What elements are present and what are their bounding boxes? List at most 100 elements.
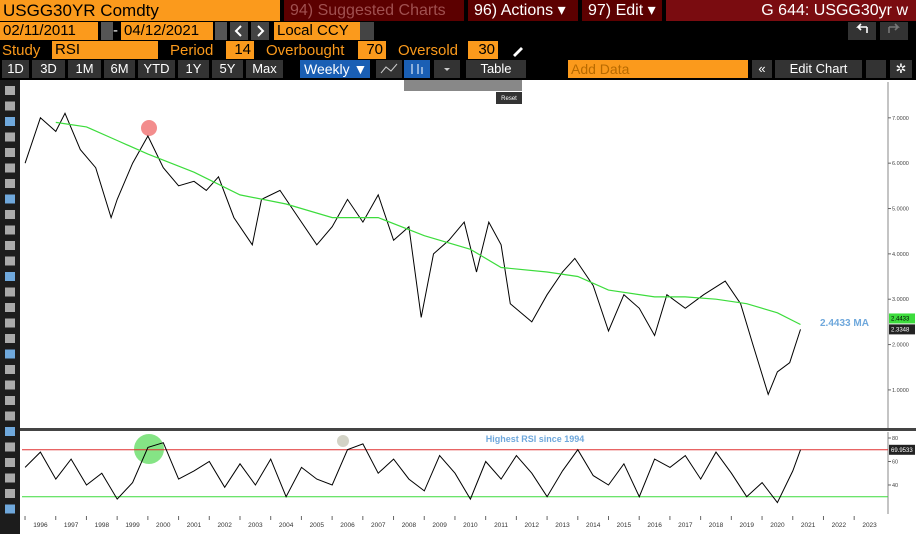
period-value[interactable]: 14 [226, 41, 254, 59]
tool-icon[interactable] [5, 489, 15, 498]
calendar-icon[interactable] [215, 22, 227, 40]
tool-icon[interactable] [5, 117, 15, 126]
edit-menu[interactable]: 97) Edit ▾ [582, 0, 662, 21]
tool-icon[interactable] [5, 365, 15, 374]
period-button[interactable]: 1D [2, 60, 29, 78]
tool-icon[interactable] [5, 101, 15, 111]
x-tick-label: 2021 [801, 522, 816, 529]
tool-icon[interactable] [5, 256, 15, 266]
tool-icon[interactable] [5, 334, 15, 343]
period-button[interactable]: 1M [68, 60, 101, 78]
oversold-value[interactable]: 30 [468, 41, 498, 59]
period-button[interactable]: 5Y [212, 60, 243, 78]
period-button[interactable]: 3D [32, 60, 65, 78]
rsi-annotation: Highest RSI since 1994 [486, 434, 585, 444]
add-data[interactable]: Add Data [568, 60, 748, 78]
x-tick-label: 2023 [862, 522, 877, 529]
ma-annotation: 2.4433 MA [820, 318, 869, 329]
last-value-label: 69.9533 [891, 448, 913, 454]
x-tick-label: 1996 [33, 522, 48, 529]
x-tick-label: 2005 [310, 522, 325, 529]
overbought-value[interactable]: 70 [358, 41, 386, 59]
tool-icon[interactable] [5, 132, 15, 142]
tool-icon[interactable] [5, 210, 15, 219]
collapse-button[interactable]: « [752, 60, 772, 78]
tool-icon[interactable] [5, 442, 15, 452]
panel-separator [20, 428, 916, 431]
tool-icon[interactable] [5, 241, 15, 250]
pencil-icon[interactable] [510, 42, 526, 58]
suggested-charts[interactable]: 94) Suggested Charts [284, 0, 464, 21]
x-tick-label: 2011 [494, 522, 508, 529]
ticker[interactable]: USGG30YR Comdty [0, 0, 280, 21]
y-tick-label: 5.0000 [892, 207, 909, 213]
edit-chart[interactable]: Edit Chart [775, 60, 862, 78]
highlight-circle [337, 435, 349, 447]
x-tick-label: 2006 [340, 522, 355, 529]
x-tick-label: 2004 [279, 522, 294, 529]
frequency[interactable]: Weekly ▼ [300, 60, 370, 78]
table-button[interactable]: Table [466, 60, 526, 78]
study-label: Study [2, 42, 41, 59]
y-tick-label: 2.0000 [892, 343, 909, 349]
tool-icon[interactable] [5, 504, 15, 514]
period-button[interactable]: Max [246, 60, 283, 78]
settings-icon[interactable]: ✲ [890, 60, 912, 78]
end-date[interactable]: 04/12/2021 [121, 22, 213, 40]
reset-button[interactable] [496, 92, 522, 104]
x-tick-label: 2007 [371, 522, 386, 529]
side-icons [5, 86, 15, 514]
y-tick-label: 6.0000 [892, 161, 909, 167]
tool-icon[interactable] [5, 396, 15, 405]
currency[interactable]: Local CCY [274, 22, 374, 40]
x-tick-label: 2019 [740, 522, 755, 529]
y-tick-label: 7.0000 [892, 116, 909, 122]
calendar-icon[interactable] [101, 22, 113, 40]
period-button[interactable]: YTD [138, 60, 175, 78]
y-tick-label: 3.0000 [892, 297, 909, 303]
last-value-tag [889, 444, 915, 455]
edit-icon[interactable] [866, 60, 886, 78]
period-button[interactable]: 6M [104, 60, 135, 78]
series-line [55, 121, 801, 326]
x-tick-label: 2010 [463, 522, 478, 529]
nav-arrows[interactable] [230, 22, 270, 40]
reset-label[interactable]: Reset [501, 96, 517, 102]
highlight-circle [141, 120, 157, 136]
actions-menu[interactable]: 96) Actions ▾ [468, 0, 578, 21]
x-tick-label: 2022 [832, 522, 847, 529]
tool-icon[interactable] [5, 148, 15, 157]
y-tick-label: 4.0000 [892, 252, 909, 258]
tool-icon[interactable] [5, 86, 15, 95]
chart-type-icons[interactable] [376, 60, 462, 78]
tool-icon[interactable] [5, 318, 15, 328]
period-button[interactable]: 1Y [178, 60, 209, 78]
tool-icon[interactable] [5, 349, 15, 359]
tool-icon[interactable] [5, 179, 15, 188]
highlight-circle [134, 434, 164, 464]
tool-icon[interactable] [5, 411, 15, 421]
x-tick-label: 2020 [770, 522, 785, 529]
last-value-tag [889, 313, 915, 324]
plot-background [20, 80, 916, 534]
last-value-label: 2.3348 [891, 327, 910, 333]
tool-icon[interactable] [5, 303, 15, 312]
tool-icon[interactable] [5, 380, 15, 390]
tool-icon[interactable] [5, 287, 15, 297]
x-tick-label: 2008 [402, 522, 417, 529]
series-line [24, 442, 801, 504]
study-name[interactable]: RSI [52, 41, 158, 59]
last-value-label: 2.4433 [891, 316, 910, 322]
start-date[interactable]: 02/11/2011 [0, 22, 98, 40]
tool-icon[interactable] [5, 458, 15, 467]
undo-redo[interactable] [848, 22, 912, 40]
tool-icon[interactable] [5, 272, 15, 281]
tool-icon[interactable] [5, 225, 15, 235]
currency-dropdown[interactable] [360, 22, 374, 40]
x-tick-label: 2003 [248, 522, 263, 529]
tool-icon[interactable] [5, 427, 15, 436]
tool-icon[interactable] [5, 473, 15, 483]
tool-icon[interactable] [5, 163, 15, 173]
tool-icon[interactable] [5, 194, 15, 204]
x-tick-label: 2017 [678, 522, 693, 529]
